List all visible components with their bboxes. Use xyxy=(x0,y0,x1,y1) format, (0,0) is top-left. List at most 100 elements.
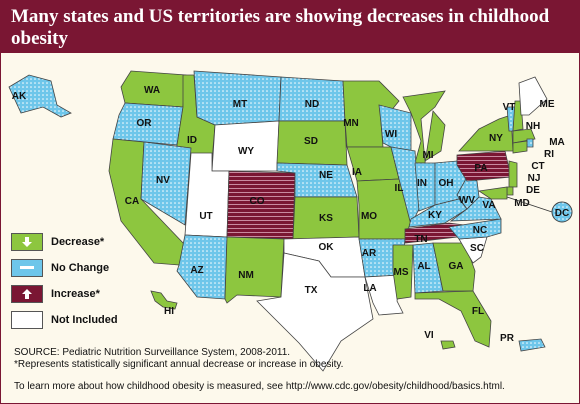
page-title: Many states and US territories are showi… xyxy=(11,6,550,49)
legend-decrease: Decrease* xyxy=(11,233,151,253)
state-label-il: IL xyxy=(395,183,404,194)
state-label-dc: DC xyxy=(555,208,569,219)
state-nc xyxy=(448,218,502,240)
state-nj xyxy=(508,160,518,188)
us-map: WA OR CA ID NV MT WY UT AZ CO NM ND SD NE KS OK TX MN IA MO… xyxy=(8,70,573,372)
state-label-or: OR xyxy=(137,118,153,129)
learn-more-text: To learn more about how childhood obesit… xyxy=(14,381,505,392)
state-hi xyxy=(150,290,178,310)
state-label-mi: MI xyxy=(422,150,433,161)
state-ga xyxy=(432,242,476,292)
state-label-vt: VT xyxy=(503,102,516,113)
state-label-nm: NM xyxy=(238,270,254,281)
state-label-mo: MO xyxy=(361,211,377,222)
state-label-nh: NH xyxy=(526,121,540,132)
state-label-ct: CT xyxy=(531,161,544,172)
state-label-co: CO xyxy=(250,196,265,207)
legend-swatch-decrease xyxy=(11,233,43,251)
title-banner: Many states and US territories are showi… xyxy=(1,1,579,53)
state-label-ga: GA xyxy=(449,261,464,272)
state-ak xyxy=(8,74,72,118)
state-label-vi: VI xyxy=(424,330,434,341)
legend-increase: Increase* xyxy=(11,285,151,305)
state-nv xyxy=(140,141,192,226)
source-text: SOURCE: Pediatric Nutrition Surveillance… xyxy=(14,347,291,358)
state-label-ia: IA xyxy=(352,167,362,178)
dc-leader-line xyxy=(506,196,553,213)
legend-swatch-no-change xyxy=(11,259,43,277)
state-label-nd: ND xyxy=(305,99,319,110)
state-label-al: AL xyxy=(417,261,430,272)
state-label-mt: MT xyxy=(233,99,247,110)
state-label-ms: MS xyxy=(394,267,409,278)
state-tx xyxy=(256,252,374,372)
legend-label: No Change xyxy=(51,262,110,274)
state-label-la: LA xyxy=(363,283,376,294)
state-label-wv: WV xyxy=(459,195,475,206)
legend-label: Decrease* xyxy=(51,236,105,248)
state-nm xyxy=(224,236,285,304)
legend-label: Increase* xyxy=(51,288,100,300)
state-label-id: ID xyxy=(187,135,197,146)
state-fl xyxy=(414,290,492,348)
state-label-pr: PR xyxy=(500,333,515,344)
state-label-ok: OK xyxy=(319,242,335,253)
state-vi xyxy=(440,340,456,350)
state-label-wa: WA xyxy=(144,85,160,96)
state-label-wy: WY xyxy=(238,146,254,157)
state-label-md: MD xyxy=(514,198,530,209)
state-label-nc: NC xyxy=(473,225,487,236)
state-ms xyxy=(392,244,414,300)
state-label-ar: AR xyxy=(362,248,377,259)
state-label-wi: WI xyxy=(385,129,397,140)
dash-icon xyxy=(20,266,34,269)
state-label-hi: HI xyxy=(164,306,174,317)
state-label-de: DE xyxy=(526,185,540,196)
footnote-text: *Represents statistically significant an… xyxy=(14,359,344,370)
state-label-me: ME xyxy=(540,99,555,110)
state-label-ky: KY xyxy=(428,210,442,221)
state-va xyxy=(449,196,502,222)
legend-label: Not Included xyxy=(51,314,118,326)
state-label-tx: TX xyxy=(305,285,318,296)
state-pa xyxy=(456,150,512,182)
state-pr xyxy=(518,338,546,352)
state-label-tn: TN xyxy=(414,234,427,245)
state-label-ny: NY xyxy=(489,133,503,144)
state-label-fl: FL xyxy=(472,306,484,317)
legend-not-included: Not Included xyxy=(11,311,151,331)
state-wv xyxy=(456,176,480,210)
state-label-az: AZ xyxy=(190,265,203,276)
legend-swatch-not-included xyxy=(11,311,43,329)
state-label-ma: MA xyxy=(549,137,565,148)
state-mi xyxy=(402,90,446,164)
state-label-sd: SD xyxy=(304,136,318,147)
state-label-sc: SC xyxy=(470,243,484,254)
state-ct xyxy=(512,140,528,154)
state-label-ca: CA xyxy=(125,196,139,207)
state-label-oh: OH xyxy=(439,178,454,189)
arrow-up-icon xyxy=(22,289,32,299)
state-ny xyxy=(458,114,514,152)
arrow-down-icon xyxy=(22,237,32,247)
state-label-pa: PA xyxy=(474,163,487,174)
state-label-ks: KS xyxy=(319,213,333,224)
state-label-nv: NV xyxy=(156,175,170,186)
state-de xyxy=(506,186,514,196)
state-mt xyxy=(193,70,282,126)
state-label-ut: UT xyxy=(199,211,212,222)
state-label-ak: AK xyxy=(12,91,27,102)
legend-no-change: No Change xyxy=(11,259,151,279)
state-md xyxy=(477,186,508,200)
state-ri xyxy=(526,138,534,148)
legend: Decrease* No Change Increase* Not Includ… xyxy=(11,233,151,337)
state-label-mn: MN xyxy=(343,118,359,129)
legend-swatch-increase xyxy=(11,285,43,303)
state-label-ri: RI xyxy=(544,149,554,160)
state-dc xyxy=(551,201,573,223)
state-label-in: IN xyxy=(417,178,427,189)
state-label-ne: NE xyxy=(319,170,333,181)
source-note: SOURCE: Pediatric Nutrition Surveillance… xyxy=(14,347,343,371)
state-label-va: VA xyxy=(482,200,495,211)
